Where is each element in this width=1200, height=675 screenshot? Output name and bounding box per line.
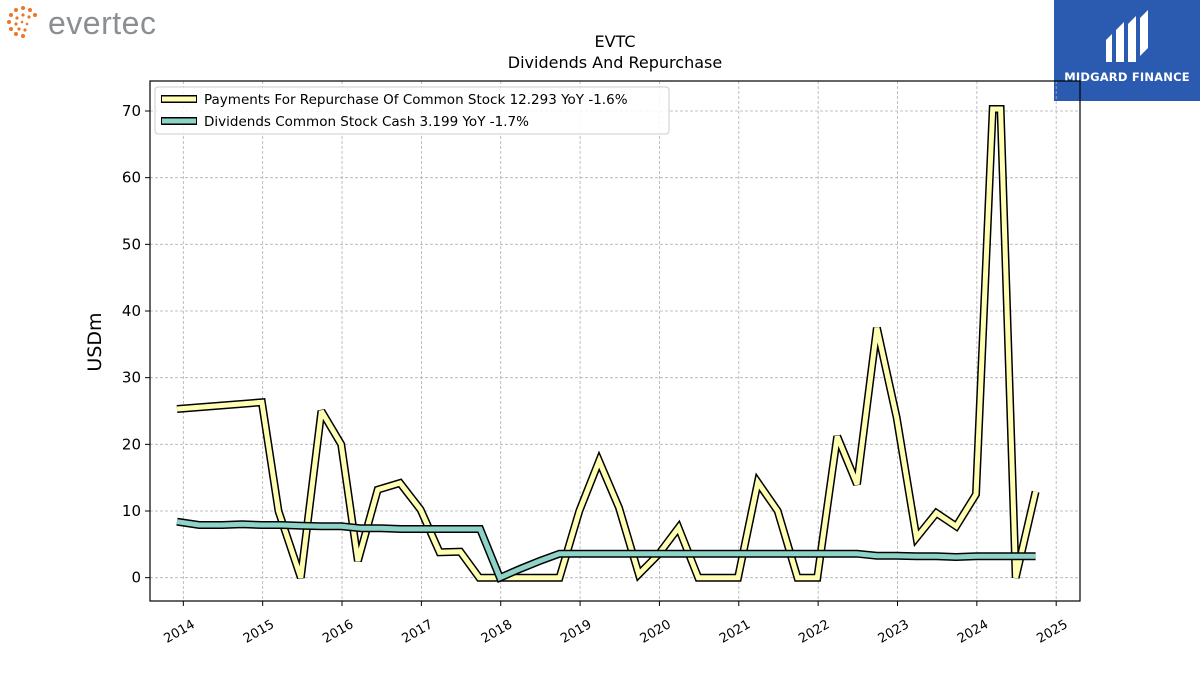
evertec-logo: evertec: [4, 4, 156, 42]
evertec-wordmark: evertec: [48, 4, 157, 41]
midgard-monogram-icon: [1106, 10, 1148, 62]
y-tick-label: 50: [122, 235, 141, 253]
series-layer: [176, 105, 1040, 584]
chart-title: EVTC: [594, 32, 635, 51]
x-tick-label: 2018: [479, 617, 515, 647]
x-tick-label: 2022: [796, 617, 832, 647]
x-tick-label: 2020: [638, 617, 674, 647]
x-tick-label: 2025: [1034, 617, 1070, 647]
midgard-finance-logo: MIDGARD FINANCE: [1054, 0, 1200, 101]
x-tick-label: 2019: [558, 617, 594, 647]
legend-box: [154, 86, 670, 135]
evertec-dots-icon: [7, 6, 37, 38]
y-tick-label: 70: [122, 102, 141, 120]
y-tick-label: 60: [122, 169, 141, 187]
x-tick-label: 2023: [876, 617, 912, 647]
legend: Payments For Repurchase Of Common Stock …: [154, 86, 670, 135]
x-tick-label: 2014: [161, 617, 197, 647]
series-line: [176, 106, 1039, 581]
y-tick-label: 10: [122, 502, 141, 520]
midgard-wordmark: MIDGARD FINANCE: [1064, 70, 1190, 84]
grid: [150, 81, 1080, 601]
x-tick-label: 2016: [320, 617, 356, 647]
y-tick-label: 40: [122, 302, 141, 320]
y-axis-label: USDm: [84, 312, 106, 371]
chart-subtitle: Dividends And Repurchase: [508, 53, 722, 72]
legend-label: Dividends Common Stock Cash 3.199 YoY -1…: [204, 114, 529, 130]
x-axis: 2014 2015 2016 2017 2018 2019 2020 2021 2022 2023…: [161, 601, 1071, 647]
y-tick-label: 20: [122, 435, 141, 453]
x-tick-label: 2024: [955, 617, 991, 647]
plot-frame: [149, 80, 1081, 602]
y-tick-label: 30: [122, 369, 141, 387]
x-tick-label: 2017: [400, 617, 436, 647]
x-tick-label: 2015: [241, 617, 277, 647]
y-axis: 0 10 20 30 40 50 60 70: [122, 102, 150, 587]
series-line: [176, 519, 1036, 582]
x-tick-label: 2021: [717, 617, 753, 647]
series-outline: [176, 105, 1040, 582]
legend-label: Payments For Repurchase Of Common Stock …: [204, 92, 628, 108]
y-tick-label: 0: [131, 569, 141, 587]
